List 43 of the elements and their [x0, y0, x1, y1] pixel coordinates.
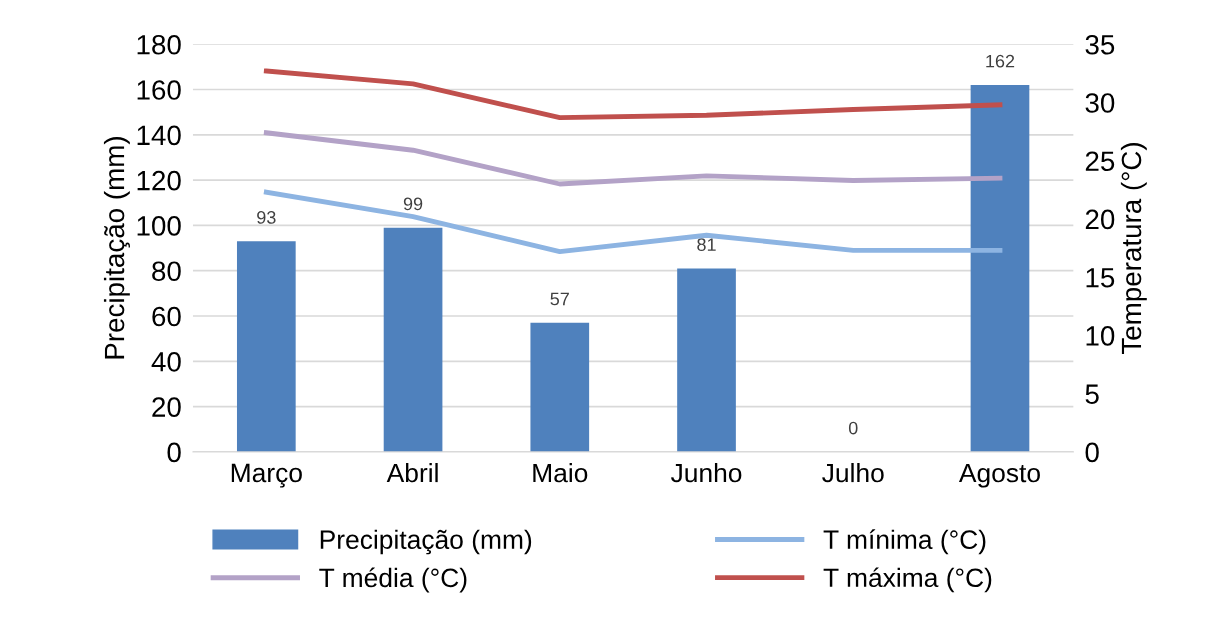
data-label: 162	[986, 54, 1015, 68]
y2-tick-label: 35	[1085, 34, 1115, 55]
legend-label: T mínima (°C)	[823, 529, 986, 555]
y-tick-label: 140	[137, 125, 181, 146]
data-label: 57	[550, 292, 569, 306]
x-tick-label: Abril	[386, 462, 438, 483]
bar	[383, 227, 443, 452]
y2-tick-label: 25	[1085, 151, 1115, 172]
bar	[970, 85, 1030, 452]
y-tick-label: 100	[137, 216, 181, 236]
data-label: 81	[697, 238, 716, 251]
y-tick-label: 0	[167, 442, 181, 463]
y2-tick-label: 30	[1085, 93, 1115, 113]
x-tick-label: Julho	[822, 462, 884, 483]
data-label: 0	[848, 421, 858, 435]
y2-axis-title: Temperatura (°C)	[1120, 143, 1147, 355]
x-tick-label: Maio	[533, 462, 588, 483]
y-tick-label: 40	[151, 351, 181, 372]
y-tick-label: 60	[152, 306, 181, 327]
y-tick-label: 120	[137, 170, 181, 191]
x-tick-label: Agosto	[958, 463, 1040, 488]
legend-label: T máxima (°C)	[823, 567, 992, 593]
x-tick-label: Março	[231, 463, 302, 488]
y-tick-label: 80	[152, 261, 181, 282]
y-tick-label: 20	[152, 397, 181, 417]
bar	[236, 241, 296, 452]
data-label: 99	[403, 197, 423, 211]
y2-tick-label: 10	[1086, 326, 1115, 346]
bar	[530, 322, 590, 452]
y2-tick-label: 15	[1086, 268, 1115, 288]
y2-tick-label: 20	[1085, 209, 1115, 230]
y-axis-title: Precipitação (mm)	[103, 137, 130, 359]
y-tick-label: 160	[137, 80, 181, 100]
y2-tick-label: 0	[1085, 442, 1099, 463]
line-series	[263, 130, 1003, 187]
y2-tick-label: 5	[1085, 384, 1099, 404]
data-label: 93	[257, 211, 276, 224]
legend-label: Precipitação (mm)	[320, 529, 532, 555]
legend-label: T média (°C)	[319, 567, 467, 593]
x-tick-label: Junho	[670, 462, 742, 483]
bar	[677, 268, 736, 452]
y-tick-label: 180	[137, 34, 181, 55]
line-series	[263, 68, 1003, 121]
